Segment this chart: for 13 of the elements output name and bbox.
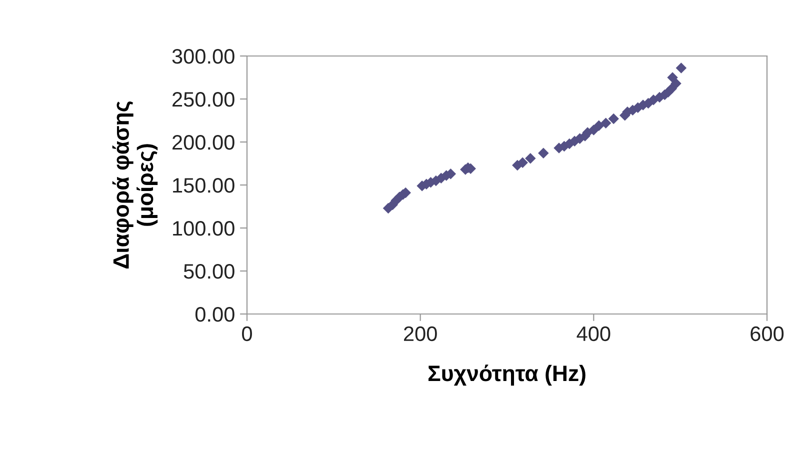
y-tick-label: 50.00: [184, 264, 234, 279]
x-tick-label: 200: [404, 326, 437, 342]
y-tick-label: 100.00: [173, 221, 234, 236]
x-tick-label: 600: [750, 326, 784, 342]
y-tick-label: 150.00: [173, 178, 234, 193]
y-tick-label: 0.00: [195, 307, 234, 322]
y-tick-label: 300.00: [172, 49, 234, 64]
y-tick-label: 250.00: [172, 92, 234, 107]
y-tick-label: 200.00: [172, 135, 234, 150]
x-axis-title: Συχνότητα (Hz): [428, 364, 586, 386]
y-axis-title: Διαφορά φάσης (μοίρες): [112, 102, 158, 268]
x-tick-label: 0: [242, 326, 252, 342]
x-tick-label: 400: [576, 326, 610, 342]
